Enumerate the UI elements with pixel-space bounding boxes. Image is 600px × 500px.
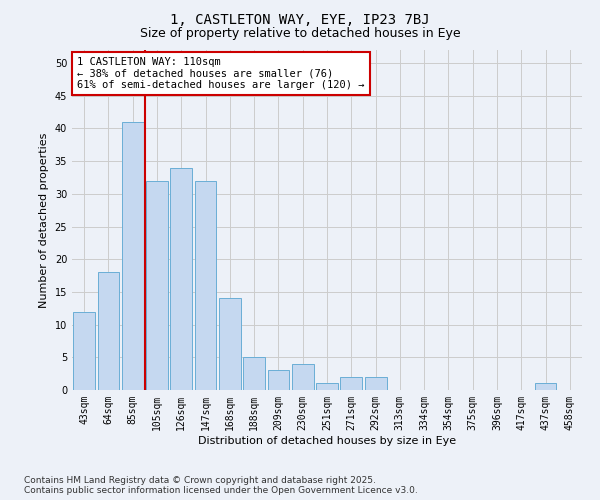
Bar [219, 298, 241, 390]
Bar [292, 364, 314, 390]
Text: 1 CASTLETON WAY: 110sqm
← 38% of detached houses are smaller (76)
61% of semi-de: 1 CASTLETON WAY: 110sqm ← 38% of detache… [77, 57, 365, 90]
Y-axis label: Number of detached properties: Number of detached properties [39, 132, 49, 308]
Text: Size of property relative to detached houses in Eye: Size of property relative to detached ho… [140, 28, 460, 40]
Bar [73, 312, 95, 390]
Bar [365, 377, 386, 390]
Text: Contains HM Land Registry data © Crown copyright and database right 2025.
Contai: Contains HM Land Registry data © Crown c… [24, 476, 418, 495]
Bar [268, 370, 289, 390]
Bar [97, 272, 119, 390]
Bar [170, 168, 192, 390]
Bar [535, 384, 556, 390]
Bar [194, 181, 217, 390]
Text: 1, CASTLETON WAY, EYE, IP23 7BJ: 1, CASTLETON WAY, EYE, IP23 7BJ [170, 12, 430, 26]
Bar [146, 181, 168, 390]
Bar [243, 358, 265, 390]
Bar [122, 122, 143, 390]
Bar [340, 377, 362, 390]
X-axis label: Distribution of detached houses by size in Eye: Distribution of detached houses by size … [198, 436, 456, 446]
Bar [316, 384, 338, 390]
